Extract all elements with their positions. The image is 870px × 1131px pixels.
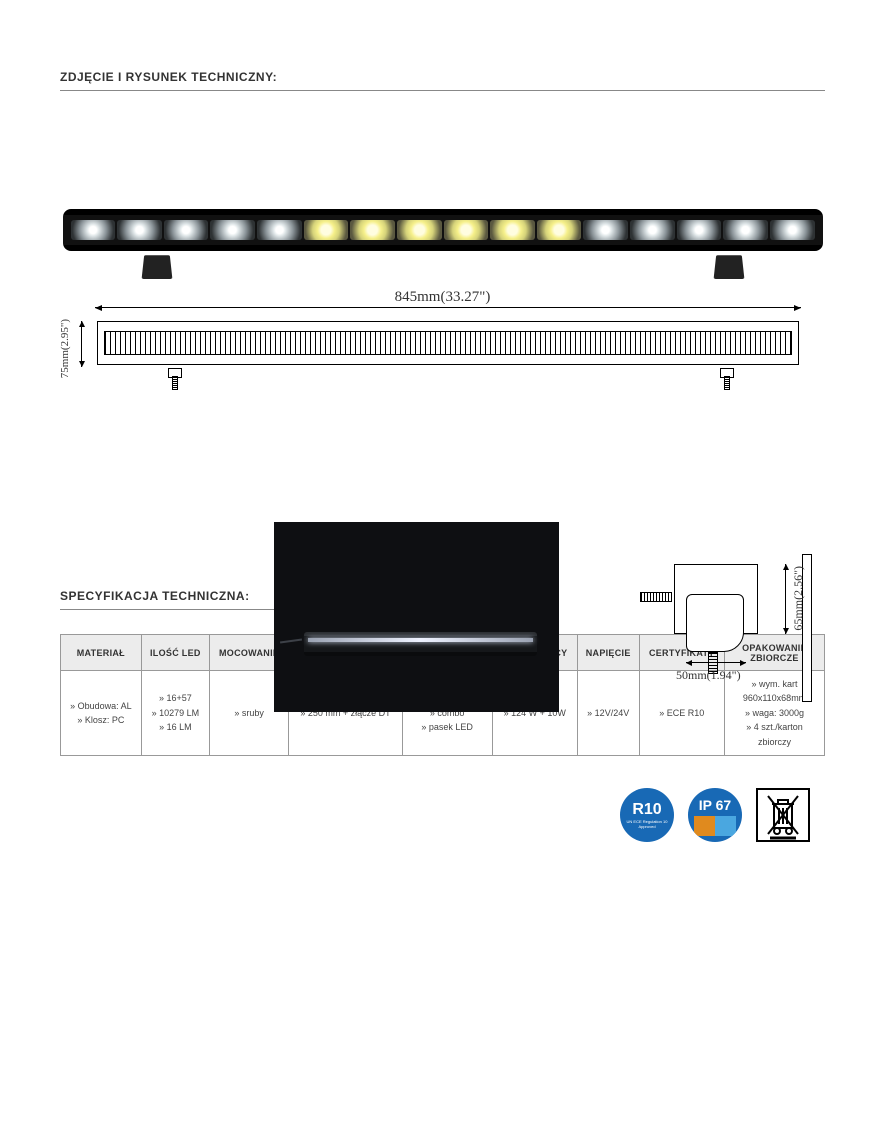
front-grill — [104, 331, 792, 355]
night-photo — [274, 522, 559, 712]
reflector-cell — [677, 220, 722, 240]
section-title-spec: SPECYFIKACJA TECHNICZNA: — [60, 589, 280, 610]
side-dim-height-label: 65mm(2.56") — [791, 566, 806, 631]
reflector-cell — [304, 220, 349, 240]
front-bolt-left — [168, 368, 182, 390]
reflector-cell — [350, 220, 395, 240]
night-led-strip — [308, 638, 533, 642]
reflector-cell — [397, 220, 442, 240]
reflector-cell — [257, 220, 302, 240]
lightbar-photo — [63, 201, 823, 279]
tech-drawing-front: 845mm(33.27") 75mm(2.95") — [63, 289, 823, 394]
reflector-cell — [583, 220, 628, 240]
badge-r10-small2: Approved — [638, 824, 655, 829]
reflector-cell — [630, 220, 675, 240]
lightbar-body — [63, 209, 823, 251]
certification-badges: R10 UN ECE Regulation 10 Approved IP 67 — [620, 788, 810, 842]
spec-cell: » 16+57» 10279 LM» 16 LM — [141, 671, 209, 756]
front-body-outline — [97, 321, 799, 365]
side-dim-height-line — [785, 564, 786, 634]
reflector-cell — [117, 220, 162, 240]
reflector-cell — [444, 220, 489, 240]
night-bar — [304, 632, 537, 656]
reflector-cell — [210, 220, 255, 240]
badge-r10: R10 UN ECE Regulation 10 Approved — [620, 788, 674, 842]
spec-col-header: MATERIAŁ — [61, 635, 142, 671]
spec-col-header: NAPIĘCIE — [577, 635, 639, 671]
side-dim-width-label: 50mm(1.94") — [676, 668, 741, 683]
side-dim-width-line — [686, 662, 746, 663]
reflector-cell — [770, 220, 815, 240]
section-title-drawing: ZDJĘCIE I RYSUNEK TECHNICZNY: — [60, 70, 825, 91]
tech-drawing-side: 65mm(2.56") 50mm(1.94") — [636, 548, 806, 708]
dim-width-label: 845mm(33.27") — [63, 289, 823, 306]
spec-cell: » 12V/24V — [577, 671, 639, 756]
reflector-cell — [71, 220, 116, 240]
dim-height-line — [81, 321, 82, 367]
night-cable — [280, 638, 302, 643]
reflector-cell — [723, 220, 768, 240]
reflector-cell — [490, 220, 535, 240]
badge-r10-text: R10 — [632, 801, 661, 819]
reflector-cell — [537, 220, 582, 240]
spec-col-header: ILOŚĆ LED — [141, 635, 209, 671]
badge-weee-bin-icon — [756, 788, 810, 842]
badge-ip67-half — [694, 816, 736, 836]
lightbar-foot-right — [713, 255, 744, 279]
side-bracket — [686, 594, 744, 652]
reflector-cell — [164, 220, 209, 240]
badge-ip67-dust — [694, 816, 715, 836]
badge-ip67-water — [715, 816, 736, 836]
dim-width-line — [95, 307, 801, 308]
side-bolt-horizontal — [640, 592, 672, 602]
spec-cell: » Obudowa: AL» Klosz: PC — [61, 671, 142, 756]
badge-ip67-text: IP 67 — [688, 797, 742, 813]
lightbar-foot-left — [141, 255, 172, 279]
badge-ip67: IP 67 — [688, 788, 742, 842]
front-bolt-right — [720, 368, 734, 390]
dim-height-label: 75mm(2.95") — [59, 319, 71, 378]
lightbar-reflectors — [71, 220, 815, 240]
